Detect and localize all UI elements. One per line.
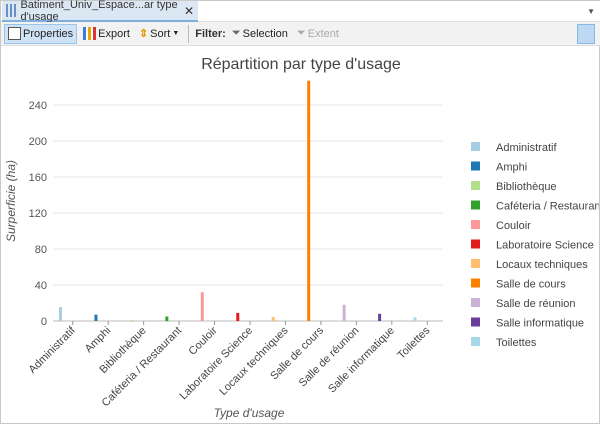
toolbar: Properties Export ⇕ Sort ▼ Filter: ⏷ Select… xyxy=(1,22,600,46)
bar-9 xyxy=(378,313,382,321)
filter-selection-button[interactable]: ⏷ Selection xyxy=(229,24,291,44)
bar-8 xyxy=(342,304,346,321)
y-tick-label: 200 xyxy=(29,136,47,148)
extent-label: Extent xyxy=(307,27,339,40)
bar-3 xyxy=(165,316,169,321)
bar-0 xyxy=(59,307,62,321)
y-axis-label: Surperficie (ha) xyxy=(4,160,18,242)
y-tick-label: 120 xyxy=(29,208,47,220)
sort-icon: ⇕ xyxy=(138,28,149,40)
selection-label: Selection xyxy=(242,27,288,40)
chart-tab[interactable]: Batiment_Univ_Espace...ar type d'usage ✕ xyxy=(2,0,198,23)
bar-chart-icon xyxy=(6,4,17,17)
bar-10 xyxy=(413,317,417,321)
legend-swatch xyxy=(471,200,480,210)
legend-entry: Salle de réunion xyxy=(496,298,576,310)
y-tick-label: 40 xyxy=(35,280,47,292)
filter-label: Filter: xyxy=(195,27,226,40)
legend-swatch xyxy=(471,278,480,288)
legend-entry: Administratif xyxy=(496,142,557,154)
legend-swatch xyxy=(471,298,480,307)
properties-icon xyxy=(8,27,21,40)
legend-entry: Couloir xyxy=(496,220,531,232)
x-tick-label: Toilettes xyxy=(395,324,432,361)
bar-6 xyxy=(271,316,275,321)
x-tick-label: Salle informatique xyxy=(326,325,397,396)
legend-swatch xyxy=(471,161,480,171)
y-tick-label: 0 xyxy=(41,316,47,328)
export-icon xyxy=(83,27,97,40)
legend-swatch xyxy=(471,181,480,190)
legend-swatch xyxy=(471,239,480,249)
bar-2 xyxy=(129,320,133,321)
legend-entry: Toilettes xyxy=(496,337,537,349)
chevron-down-icon: ▼ xyxy=(172,30,180,37)
legend-entry: Salle de cours xyxy=(496,279,566,291)
export-button[interactable]: Export xyxy=(80,24,133,44)
filter-extent-icon: ⏷ xyxy=(296,27,306,39)
legend-swatch xyxy=(471,142,480,151)
filter-extent-button[interactable]: ⏷ Extent xyxy=(294,24,342,44)
bar-1 xyxy=(94,314,98,321)
x-tick-label: Amphi xyxy=(83,325,114,356)
tab-title: Batiment_Univ_Espace...ar type d'usage xyxy=(20,0,178,23)
legend-entry: Locaux techniques xyxy=(496,259,588,271)
legend-entry: Caféteria / Restaurant xyxy=(496,201,599,213)
y-tick-label: 240 xyxy=(29,100,47,112)
properties-button[interactable]: Properties xyxy=(4,23,78,44)
x-tick-label: Couloir xyxy=(187,324,220,357)
y-tick-label: 80 xyxy=(35,244,47,256)
export-label: Export xyxy=(98,27,130,40)
filter-icon: ⏷ xyxy=(231,27,241,39)
divider xyxy=(188,24,190,43)
legend-entry: Laboratoire Science xyxy=(496,240,594,252)
x-axis-label: Type d'usage xyxy=(214,406,285,420)
tab-bar: Batiment_Univ_Espace...ar type d'usage ✕… xyxy=(1,0,600,23)
legend-swatch xyxy=(471,317,480,327)
y-tick-label: 160 xyxy=(29,172,47,184)
bar-7 xyxy=(307,80,311,321)
legend-entry: Salle informatique xyxy=(496,318,584,330)
legend-entry: Bibliothèque xyxy=(496,181,557,193)
chevron-down-icon[interactable]: ▼ xyxy=(587,7,595,16)
bar-4 xyxy=(200,292,204,321)
legend-swatch xyxy=(471,337,480,346)
x-tick-label: Administratif xyxy=(27,324,79,376)
sort-label: Sort xyxy=(150,27,171,40)
chart: Répartition par type d'usage 0 40 80 120 160 2… xyxy=(4,56,599,420)
close-icon[interactable]: ✕ xyxy=(183,3,194,18)
legend-swatch xyxy=(471,220,480,229)
chart-title: Répartition par type d'usage xyxy=(201,56,401,73)
legend-entry: Amphi xyxy=(496,162,527,174)
legend-toggle-button[interactable] xyxy=(577,24,595,44)
bar-5 xyxy=(236,312,240,321)
sort-button[interactable]: ⇕ Sort ▼ xyxy=(136,24,182,44)
properties-label: Properties xyxy=(23,27,74,40)
legend-swatch xyxy=(471,259,480,268)
